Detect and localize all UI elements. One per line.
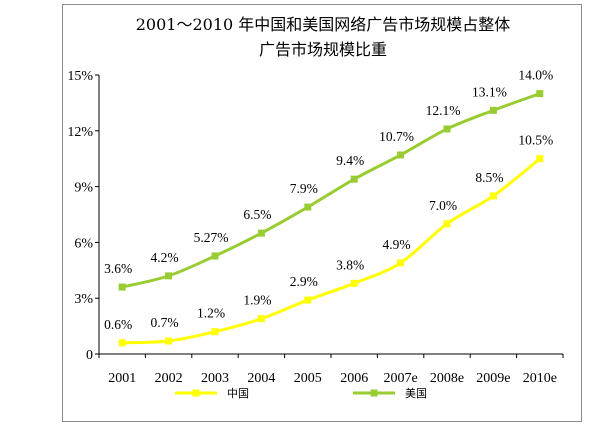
- data-label: 0.6%: [104, 317, 132, 332]
- data-point: [397, 151, 405, 159]
- data-point: [350, 175, 358, 183]
- legend-swatch-marker: [370, 389, 378, 397]
- y-tick-label: 9%: [74, 181, 93, 196]
- data-label: 1.9%: [243, 293, 271, 308]
- y-tick-label: 12%: [67, 125, 93, 140]
- data-label: 12.1%: [426, 103, 461, 118]
- data-label: 4.2%: [151, 250, 179, 265]
- data-label: 1.2%: [197, 306, 225, 321]
- chart-title-line-1: 2001～2010 年中国和美国网络广告市场规模占整体: [136, 15, 511, 34]
- x-tick-label: 2009e: [476, 371, 510, 386]
- data-label: 4.9%: [383, 237, 411, 252]
- data-point: [211, 252, 219, 260]
- data-point: [165, 272, 173, 280]
- data-point: [536, 90, 544, 98]
- y-tick-label: 15%: [67, 69, 93, 84]
- x-tick-label: 2007e: [383, 371, 417, 386]
- data-label: 10.7%: [379, 129, 414, 144]
- data-point: [489, 192, 497, 200]
- data-label: 8.5%: [475, 170, 503, 185]
- data-label: 5.27%: [194, 230, 229, 245]
- data-label: 6.5%: [243, 207, 271, 222]
- data-point: [397, 259, 405, 267]
- y-tick-label: 3%: [74, 292, 93, 307]
- data-point: [304, 296, 312, 304]
- x-tick-label: 2003: [201, 371, 229, 386]
- chart-title-line-2: 广告市场规模比重: [259, 40, 387, 59]
- data-label: 0.7%: [151, 315, 179, 330]
- x-tick-label: 2010e: [523, 371, 557, 386]
- data-label: 10.5%: [518, 133, 553, 148]
- legend-swatch-marker: [192, 389, 200, 397]
- data-label: 7.0%: [429, 198, 457, 213]
- legend-label: 美国: [405, 387, 427, 400]
- data-label: 14.0%: [518, 68, 553, 83]
- x-tick-label: 2005: [294, 371, 322, 386]
- data-label: 3.6%: [104, 261, 132, 276]
- data-point: [118, 339, 126, 347]
- data-label: 7.9%: [290, 181, 318, 196]
- data-point: [304, 203, 312, 211]
- chart-frame: 2001～2010 年中国和美国网络广告市场规模占整体 广告市场规模比重 0 3% 6%…: [62, 4, 582, 422]
- data-label: 13.1%: [472, 84, 507, 99]
- data-label: 2.9%: [290, 274, 318, 289]
- data-point: [257, 229, 265, 237]
- x-tick-label: 2004: [247, 371, 275, 386]
- data-point: [211, 328, 219, 336]
- y-tick-label: 0: [86, 348, 93, 363]
- data-point: [257, 315, 265, 323]
- data-point: [165, 337, 173, 345]
- data-point: [536, 155, 544, 163]
- x-tick-label: 2002: [155, 371, 183, 386]
- data-point: [350, 279, 358, 287]
- series-line-1: [121, 92, 541, 289]
- data-point: [489, 106, 497, 114]
- series-line-0: [122, 157, 541, 345]
- data-point: [443, 220, 451, 228]
- x-tick-label: 2008e: [430, 371, 464, 386]
- data-label: 9.4%: [336, 153, 364, 168]
- data-point: [443, 125, 451, 133]
- data-label: 3.8%: [336, 257, 364, 272]
- y-tick-label: 6%: [74, 236, 93, 251]
- x-tick-label: 2006: [340, 371, 368, 386]
- x-tick-label: 2001: [108, 371, 136, 386]
- data-point: [118, 283, 126, 291]
- legend-label: 中国: [227, 387, 249, 400]
